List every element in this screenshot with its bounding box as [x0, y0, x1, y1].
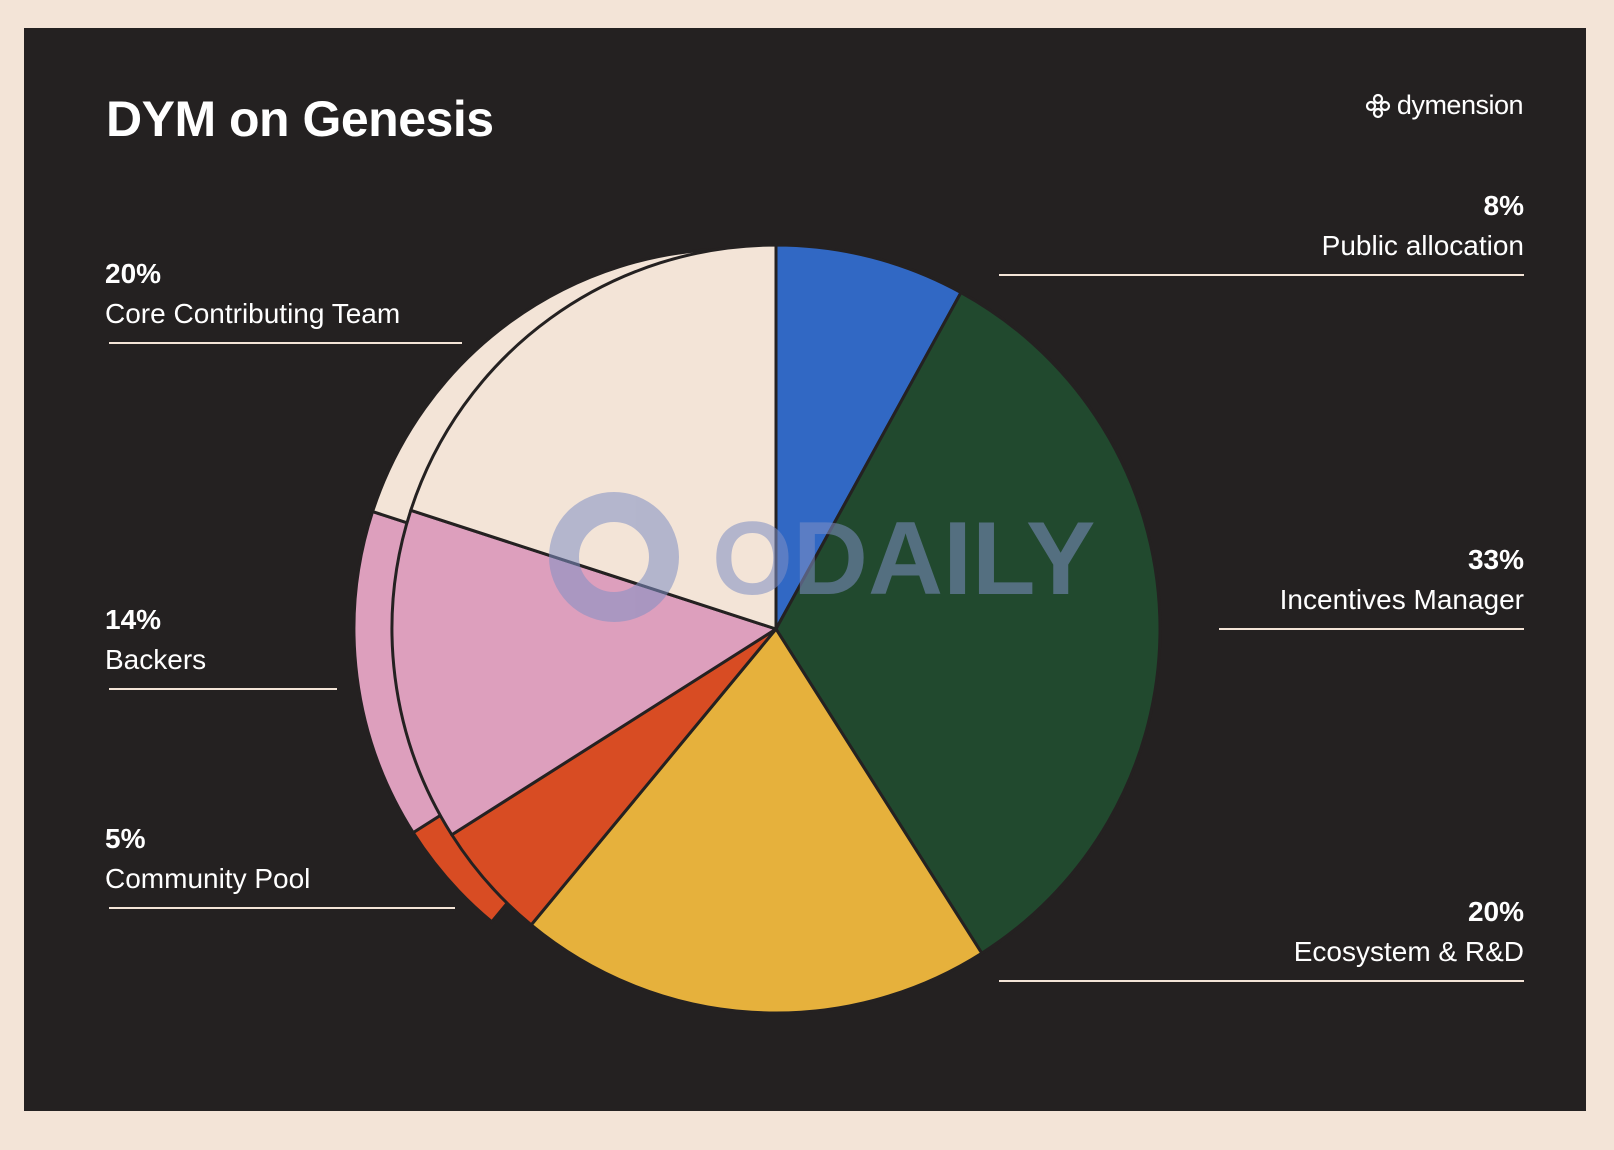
brand-name: dymension [1396, 90, 1524, 120]
label-underline [109, 342, 462, 344]
pie-slice-ecosystem-r-d [529, 627, 984, 1015]
slice-value-label: 20% [105, 258, 162, 289]
slice-name-label: Public allocation [1321, 230, 1524, 261]
legend-label-public-allocation: 8% Public allocation [984, 186, 1524, 276]
slice-value-label: 33% [1467, 544, 1524, 575]
slice-value-label: 20% [1467, 896, 1524, 927]
label-underline [109, 907, 455, 909]
slice-name-label: Community Pool [105, 863, 311, 894]
pie-slice-incentives-manager [774, 290, 1162, 955]
label-underline [109, 688, 337, 690]
brand-logo: dymension [1365, 90, 1524, 121]
label-underline [999, 274, 1524, 276]
slice-name-label: Backers [105, 644, 207, 675]
slice-value-label: 5% [105, 823, 146, 854]
legend-label-incentives-manager: 33% Incentives Manager [1219, 540, 1524, 630]
slice-name-label: Incentives Manager [1279, 584, 1524, 615]
slice-value-label: 8% [1483, 190, 1524, 221]
label-underline [999, 980, 1524, 982]
slice-value-label: 14% [105, 604, 162, 635]
slice-name-label: Ecosystem & R&D [1293, 936, 1524, 967]
pie-chart: ODAILY [352, 243, 1162, 1015]
slice-name-label: Core Contributing Team [105, 298, 401, 329]
legend-label-ecosystem-rd: 20% Ecosystem & R&D [984, 892, 1524, 982]
pie-slice-backers [390, 508, 778, 837]
watermark-text: ODAILY [712, 501, 1095, 617]
legend-label-backers: 14% Backers [105, 600, 337, 690]
legend-label-core-contributing-team: 20% Core Contributing Team [105, 254, 462, 344]
pie-slice-public-allocation [774, 243, 963, 631]
label-underline [1219, 628, 1524, 630]
watermark: ODAILY [549, 492, 1095, 622]
chart-card: DYM on Genesis dymension ODAILY 8% Publi… [24, 28, 1586, 1111]
legend-label-community-pool: 5% Community Pool [105, 819, 455, 909]
pie-slice-core-contributing-team [409, 243, 778, 631]
watermark-logo-icon [549, 492, 679, 622]
dymension-logo-icon [1365, 93, 1391, 118]
chart-title: DYM on Genesis [106, 91, 494, 147]
